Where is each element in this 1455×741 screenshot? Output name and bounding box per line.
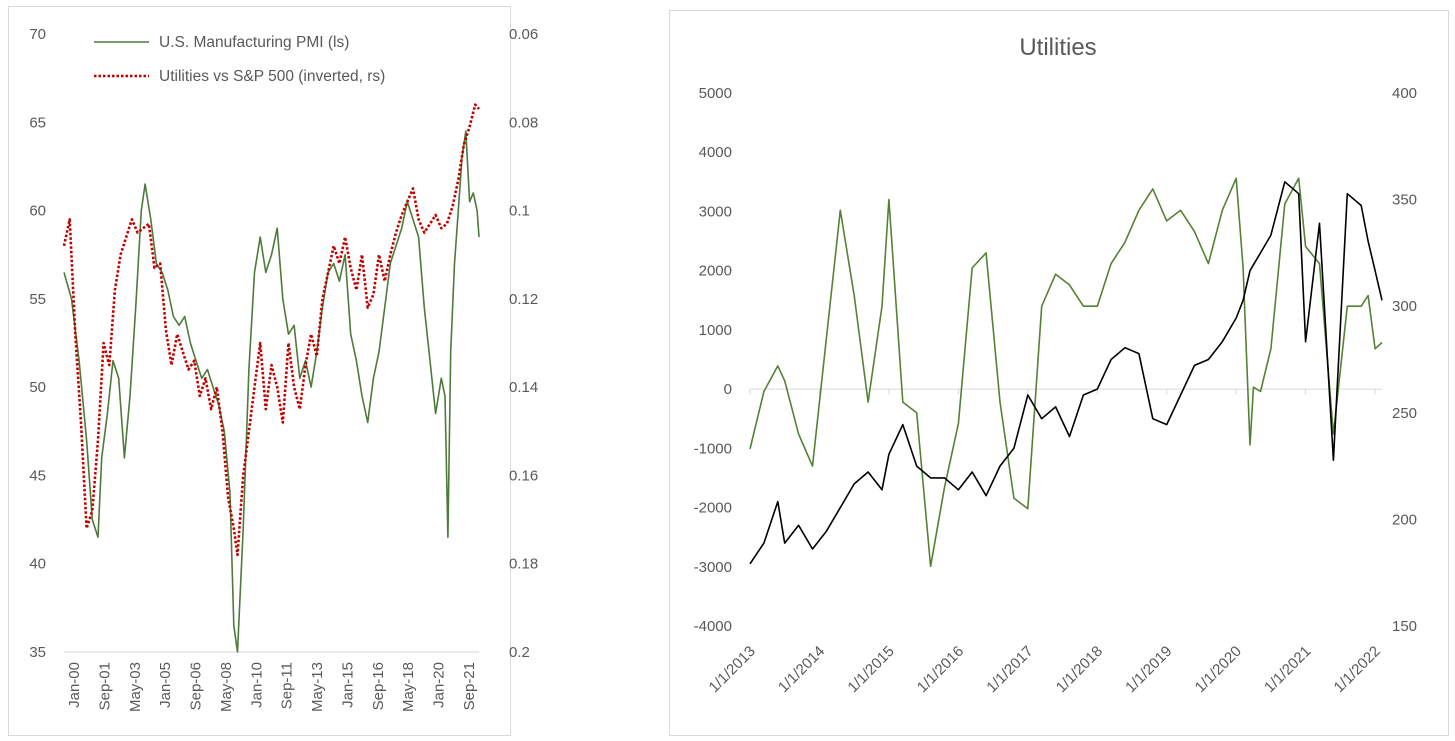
x-tick-label: Sep-06 [188,662,205,710]
x-tick-label: Sep-01 [96,662,113,710]
chart-title: Utilities [1019,34,1096,61]
x-tick-label: May-18 [400,662,417,712]
x-tick-label: Jan-15 [339,662,356,708]
pmi-series-line [63,130,480,653]
x-tick-label: Jan-20 [431,662,448,708]
right-y-tick: 250 [1392,405,1417,422]
left-y-tick: -3000 [694,559,732,576]
right-y-tick: 150 [1392,618,1417,635]
left-y-tick: 2000 [699,263,732,280]
x-tick-label: 1/1/2017 [983,643,1036,696]
left-y-tick: 60 [29,203,46,220]
x-tick-label: May-13 [309,662,326,712]
right-y-tick: 0.06 [509,26,538,43]
left-y-tick: 70 [29,26,46,43]
x-tick-label: 1/1/2016 [914,643,967,696]
right-y-tick: 0.08 [509,114,538,131]
left-y-tick: 0 [724,381,732,398]
left-y-tick: 55 [29,291,46,308]
green-series-line [749,177,1383,568]
x-tick-label: 1/1/2021 [1261,643,1314,696]
x-tick-label: 1/1/2018 [1053,643,1106,696]
x-tick-label: Sep-11 [279,662,296,709]
right-y-tick: 0.16 [509,467,538,484]
x-tick-label: 1/1/2022 [1331,643,1384,696]
legend-entry: Utilities vs S&P 500 (inverted, rs) [159,68,385,85]
left-y-tick: 1000 [699,322,732,339]
left-y-tick: 35 [29,644,46,661]
left-y-tick: -4000 [694,618,732,635]
utilities-relative-series-line [62,103,480,557]
right-y-tick: 0.18 [509,556,538,573]
x-tick-label: 1/1/2015 [844,643,897,696]
x-tick-label: Jan-10 [248,662,265,708]
right-y-tick: 0.14 [509,379,538,396]
right-y-tick: 400 [1392,85,1417,102]
x-tick-label: 1/1/2013 [706,643,759,696]
left-y-tick: -2000 [694,500,732,517]
black-series-line [749,181,1383,565]
right-y-tick: 0.12 [509,291,538,308]
right-y-tick: 0.2 [509,644,530,661]
x-tick-label: 1/1/2020 [1192,643,1245,696]
right-y-tick: 0.1 [509,203,530,220]
right-y-tick: 200 [1392,511,1417,528]
left-y-tick: 40 [29,556,46,573]
right-y-tick: 300 [1392,298,1417,315]
left-chart-panel: 70 65 60 55 50 45 40 35 0.06 0.08 0.1 0.12 0.14 0.16 0… [8,6,538,736]
left-y-tick: 45 [29,467,46,484]
x-tick-label: Jan-00 [66,662,83,708]
x-tick-label: 1/1/2019 [1122,643,1175,696]
utilities-chart: Utilities 5000 4000 3000 2000 1000 0 -1000 -200… [694,34,1417,696]
x-tick-label: May-08 [218,662,235,712]
x-tick-label: Jan-05 [157,662,174,708]
x-tick-label: May-03 [127,662,144,712]
x-tick-label: Sep-16 [370,662,387,710]
x-tick-label: Sep-21 [461,662,478,710]
legend-entry: U.S. Manufacturing PMI (ls) [159,34,349,51]
right-chart-panel: Utilities 5000 4000 3000 2000 1000 0 -1000 -200… [669,10,1449,736]
pmi-vs-utilities-chart: 70 65 60 55 50 45 40 35 0.06 0.08 0.1 0.12 0.14 0.16 0… [29,26,538,712]
left-y-tick: -1000 [694,440,732,457]
x-tick-label: 1/1/2014 [775,643,828,696]
left-y-tick: 3000 [699,203,732,220]
left-y-tick: 50 [29,379,46,396]
left-y-tick: 4000 [699,144,732,161]
right-y-tick: 350 [1392,192,1417,209]
left-y-tick: 65 [29,114,46,131]
left-y-tick: 5000 [699,85,732,102]
